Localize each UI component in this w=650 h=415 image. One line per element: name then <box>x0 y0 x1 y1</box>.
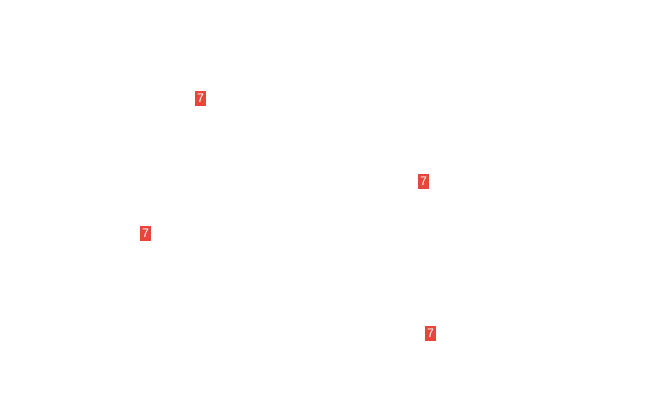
marker-badge[interactable]: 7 <box>140 226 151 241</box>
marker-badge[interactable]: 7 <box>418 174 429 189</box>
marker-badge[interactable]: 7 <box>425 326 436 341</box>
marker-badge[interactable]: 7 <box>195 91 206 106</box>
